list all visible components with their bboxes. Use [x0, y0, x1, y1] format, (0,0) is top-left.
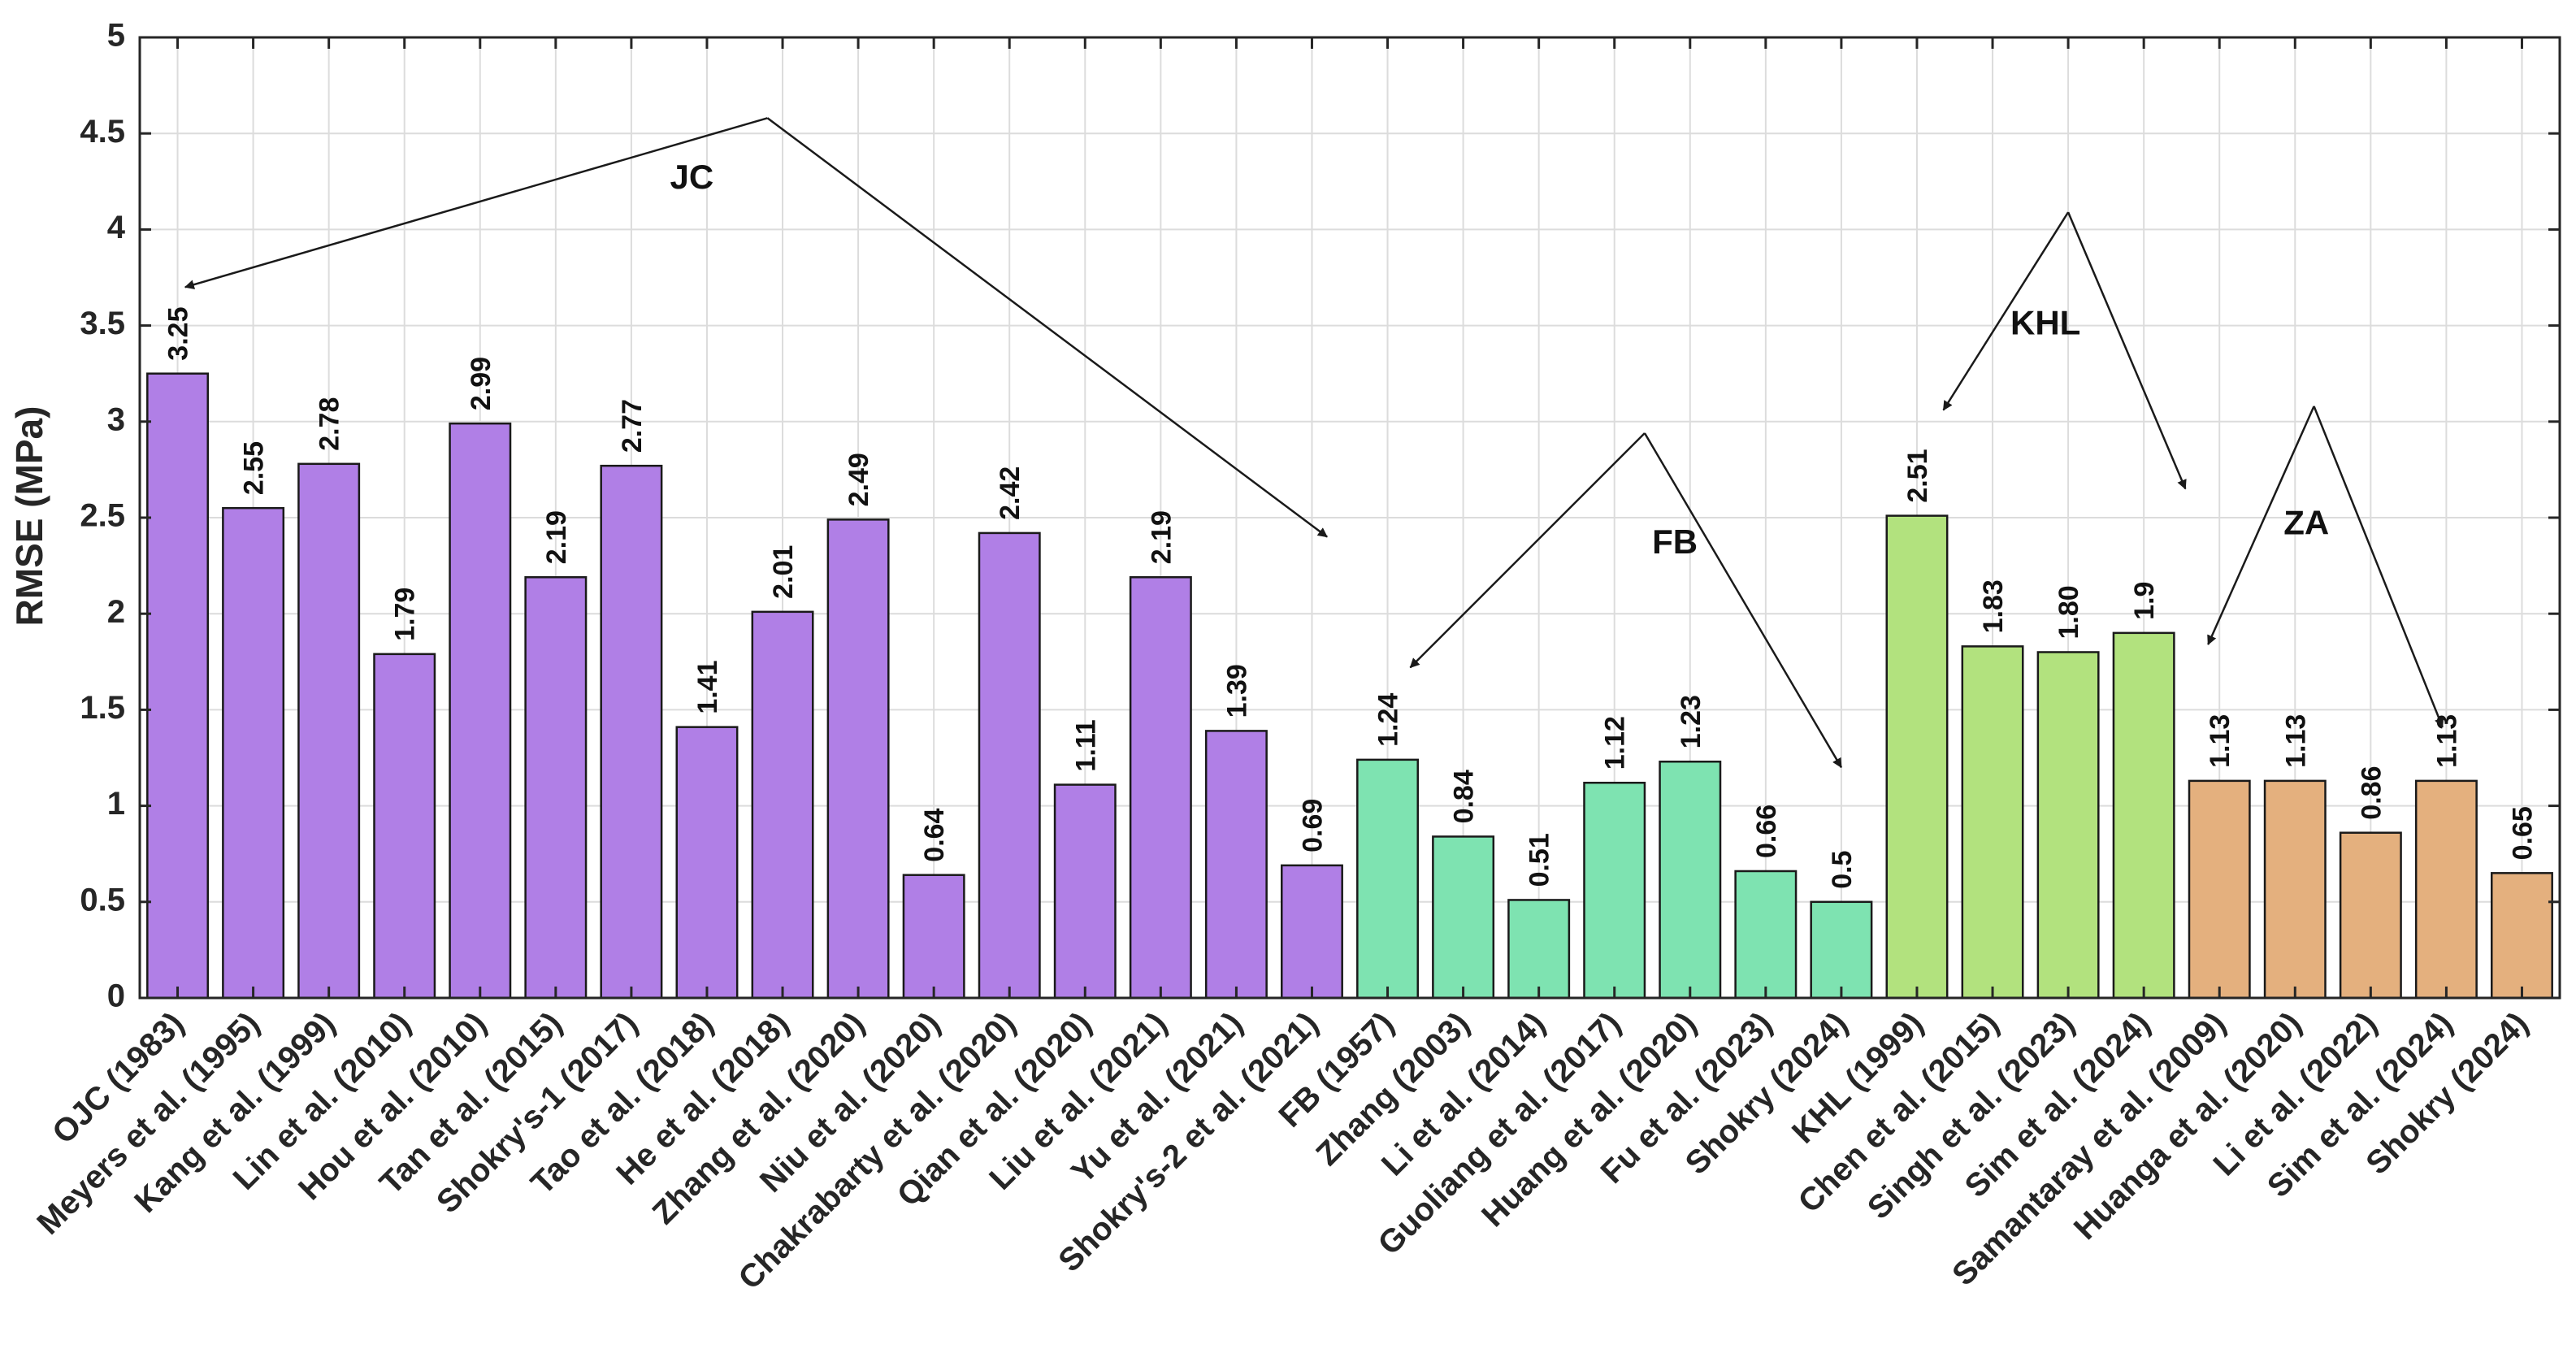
bar [524, 576, 588, 1000]
data-label: 1.83 [1978, 579, 2009, 633]
y-tick-label: 2 [107, 594, 125, 630]
bar [2339, 831, 2402, 1000]
y-tick-label: 1 [107, 786, 125, 822]
bar [2112, 631, 2175, 1000]
bar [902, 874, 965, 1000]
data-label: 1.11 [1070, 719, 1101, 771]
y-tick-label: 3.5 [80, 306, 125, 341]
bar [1583, 781, 1646, 1000]
y-tick-label: 4.5 [80, 114, 125, 150]
group-label: JC [670, 158, 714, 196]
data-label: 1.79 [390, 588, 421, 641]
bar [2188, 779, 2251, 1000]
bar [1432, 835, 1495, 1000]
y-tick-label: 3 [107, 401, 125, 437]
bar [373, 653, 436, 1000]
data-label: 2.77 [617, 399, 648, 453]
y-tick-label: 0.5 [80, 882, 125, 917]
bar [297, 462, 361, 1000]
data-label: 1.23 [1676, 695, 1706, 748]
data-label: 0.86 [2356, 766, 2387, 820]
data-label: 1.24 [1373, 693, 1404, 747]
data-label: 0.65 [2507, 806, 2538, 860]
y-tick-label: 1.5 [80, 690, 125, 726]
bar [1280, 864, 1343, 1000]
group-arrow [2066, 211, 2187, 490]
data-label: 1.13 [2205, 714, 2236, 768]
data-label: 1.39 [1221, 664, 1252, 718]
group-label: FB [1652, 523, 1698, 561]
group-arrow [184, 117, 768, 290]
data-label: 3.25 [163, 307, 194, 361]
group-label: KHL [2010, 304, 2080, 342]
bar [1129, 576, 1192, 1000]
bar [1961, 645, 2024, 1000]
group-arrow [2207, 406, 2315, 645]
data-label: 2.42 [995, 466, 1026, 520]
y-tick-label: 2.5 [80, 498, 125, 534]
data-label: 2.55 [239, 441, 270, 495]
bar [1204, 730, 1268, 1000]
bar [675, 726, 739, 1000]
data-label: 0.69 [1297, 799, 1328, 852]
data-label: 2.01 [768, 545, 799, 599]
group-label: ZA [2283, 504, 2329, 542]
data-label: 0.64 [919, 808, 950, 861]
bar [2414, 779, 2478, 1000]
group-annotations: JC FB KHL ZA [184, 117, 2444, 769]
data-label: 1.80 [2053, 585, 2084, 639]
bar [2036, 651, 2100, 1000]
data-label: 0.5 [1827, 851, 1858, 889]
y-tick-label: 4 [107, 210, 126, 245]
bar [826, 518, 890, 1000]
bar [1659, 760, 1722, 1000]
data-label: 2.19 [541, 510, 572, 564]
bar [1356, 758, 1420, 1000]
group-arrow [1942, 211, 2070, 411]
data-label: 2.51 [1902, 449, 1933, 502]
data-label: 1.41 [692, 660, 723, 714]
bars [146, 372, 2553, 1000]
bar [1885, 514, 1949, 1000]
data-label: 2.78 [314, 397, 345, 451]
data-label: 2.99 [466, 357, 497, 410]
data-label: 1.12 [1600, 716, 1631, 770]
bar [1507, 899, 1571, 1000]
bar [222, 506, 285, 1000]
data-label: 1.13 [2280, 714, 2311, 768]
data-label: 2.49 [843, 453, 874, 506]
bar [2490, 872, 2553, 1000]
bar [146, 372, 210, 1000]
bar [978, 531, 1041, 1000]
data-label: 0.51 [1524, 833, 1555, 887]
group-arrow [766, 117, 1328, 538]
data-label: 1.13 [2431, 714, 2462, 768]
y-axis-label: RMSE (MPa) [8, 406, 50, 627]
group-arrow [1643, 432, 1842, 769]
data-label: 2.19 [1146, 510, 1177, 564]
data-label: 1.9 [2129, 582, 2160, 620]
bar [1734, 870, 1798, 1000]
bar [1053, 783, 1117, 1000]
data-label: 0.66 [1751, 805, 1782, 858]
bar [1810, 900, 1873, 1000]
y-tick-label: 0 [107, 978, 125, 1014]
bar [2263, 779, 2327, 1000]
data-labels: 3.25 2.55 2.78 1.79 2.99 2.19 2.77 1.41 2.01 2.49… [163, 307, 2539, 889]
bar [449, 422, 512, 1000]
y-tick-label: 5 [107, 18, 125, 54]
group-arrow [1409, 432, 1646, 669]
bar [600, 464, 663, 1000]
bar [751, 610, 814, 1000]
data-label: 0.84 [1449, 770, 1480, 823]
group-arrow [2313, 406, 2444, 728]
